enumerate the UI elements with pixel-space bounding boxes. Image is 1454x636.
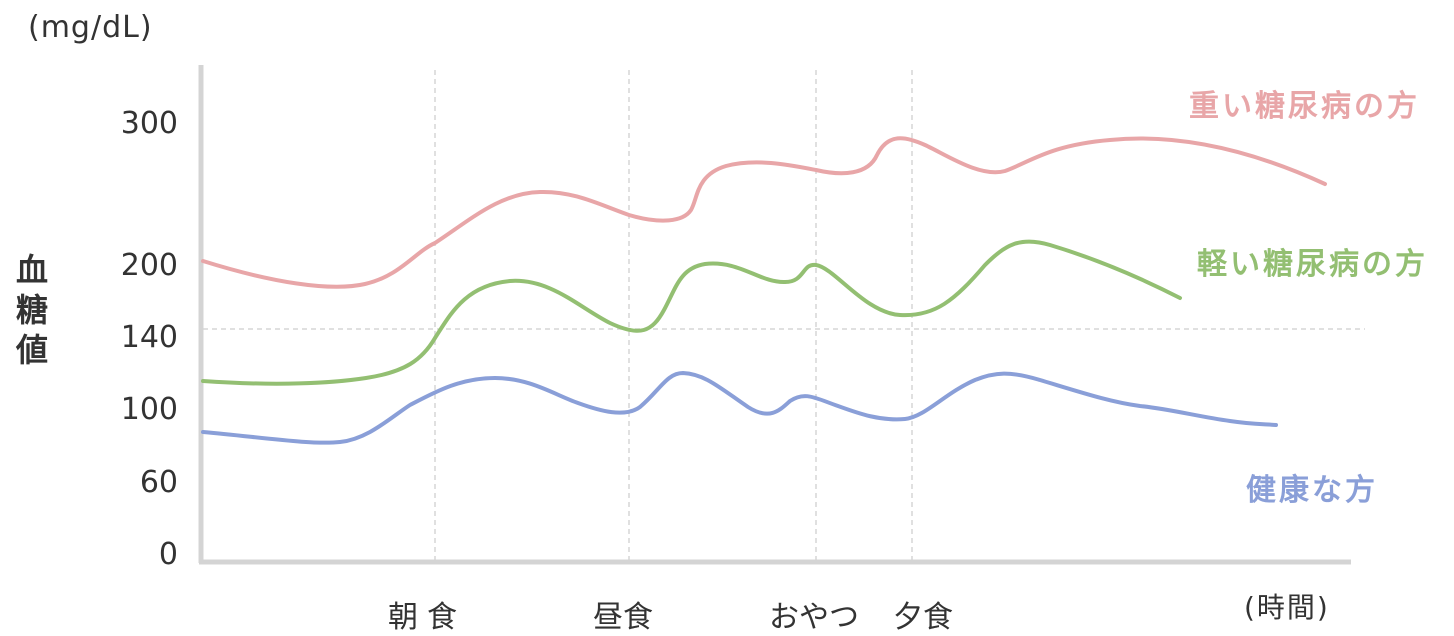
y-tick-140: 140	[120, 320, 178, 355]
series-line-severe	[201, 136, 1327, 289]
y-tick-300: 300	[120, 106, 178, 141]
y-tick-0: 0	[158, 537, 178, 572]
y-axis-label: 血糖値	[15, 251, 48, 369]
y-axis-unit: (mg/dL)	[28, 10, 153, 45]
y-tick-60: 60	[139, 465, 178, 500]
x-axis-unit: (時間)	[1244, 591, 1330, 624]
series-line-mild	[201, 239, 1182, 386]
x-label-dinner: 夕食	[893, 600, 953, 635]
series-label-severe: 重い糖尿病の方	[1189, 89, 1420, 124]
y-tick-200: 200	[120, 248, 178, 283]
series-line-healthy	[201, 371, 1278, 445]
x-label-snack: おやつ	[769, 600, 859, 635]
series-label-mild: 軽い糖尿病の方	[1197, 247, 1428, 282]
x-label-breakfast: 朝食	[388, 600, 466, 635]
x-label-lunch: 昼食	[593, 600, 653, 635]
series-label-healthy: 健康な方	[1246, 473, 1378, 508]
y-tick-100: 100	[120, 392, 178, 427]
